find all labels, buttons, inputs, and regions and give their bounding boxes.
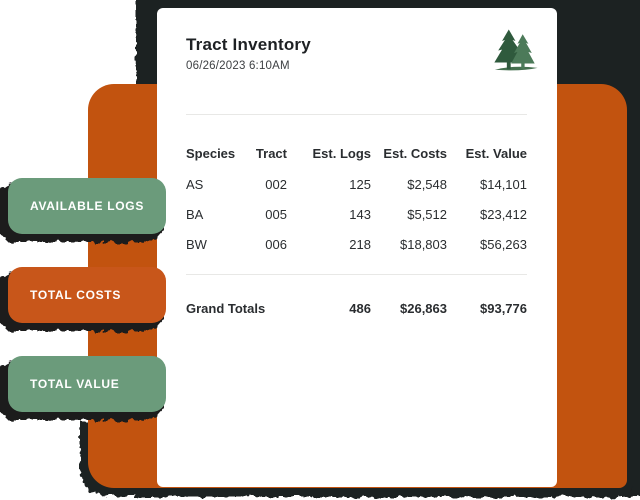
tab-available-logs[interactable]: AVAILABLE LOGS [0, 178, 166, 243]
cell-est-logs: 125 [349, 177, 371, 193]
tab-total-costs[interactable]: TOTAL COSTS [0, 267, 166, 332]
tab-total-value[interactable]: TOTAL VALUE [0, 356, 166, 421]
table-header-row: Species Tract Est. Logs Est. Costs Est. … [186, 146, 527, 162]
cell-species: AS [186, 177, 204, 193]
col-header-species: Species [186, 146, 236, 162]
col-header-est-logs: Est. Logs [312, 146, 371, 162]
table-row: BW 006 218 $18,803 $56,263 [186, 237, 527, 253]
cell-tract: 002 [265, 177, 287, 193]
page-title: Tract Inventory [186, 35, 311, 54]
table-row: AS 002 125 $2,548 $14,101 [186, 177, 527, 193]
col-header-est-value: Est. Value [465, 146, 527, 162]
col-header-tract: Tract [255, 146, 287, 162]
table-row: BA 005 143 $5,512 $23,412 [186, 207, 527, 223]
table-body: AS 002 125 $2,548 $14,101 BA 005 143 $5,… [186, 177, 527, 253]
tab-total-value-label[interactable]: TOTAL VALUE [8, 356, 166, 412]
cell-est-costs: $5,512 [407, 207, 447, 223]
cell-est-value: $14,101 [480, 177, 527, 193]
cell-est-logs: 218 [349, 237, 371, 253]
tab-total-costs-label[interactable]: TOTAL COSTS [8, 267, 166, 323]
report-timestamp: 06/26/2023 6:10AM [186, 60, 290, 73]
cell-est-costs: $18,803 [400, 237, 447, 253]
grand-totals-label: Grand Totals [186, 301, 266, 317]
cell-tract: 005 [265, 207, 287, 223]
pine-trees-icon [494, 29, 538, 71]
cell-species: BA [186, 207, 204, 223]
cell-est-logs: 143 [349, 207, 371, 223]
col-header-est-costs: Est. Costs [383, 146, 447, 162]
grand-totals-row: Grand Totals 486 $26,863 $93,776 [186, 301, 527, 317]
grand-total-est-value: $93,776 [480, 301, 527, 317]
tab-available-logs-label[interactable]: AVAILABLE LOGS [8, 178, 166, 234]
divider [186, 114, 527, 116]
grand-total-est-logs: 486 [349, 301, 371, 317]
cell-species: BW [186, 237, 207, 253]
cell-est-value: $23,412 [480, 207, 527, 223]
report-card: Tract Inventory 06/26/2023 6:10AM Specie… [157, 8, 557, 487]
divider [186, 274, 527, 276]
grand-total-est-costs: $26,863 [400, 301, 447, 317]
cell-est-value: $56,263 [480, 237, 527, 253]
cell-est-costs: $2,548 [407, 177, 447, 193]
cell-tract: 006 [265, 237, 287, 253]
